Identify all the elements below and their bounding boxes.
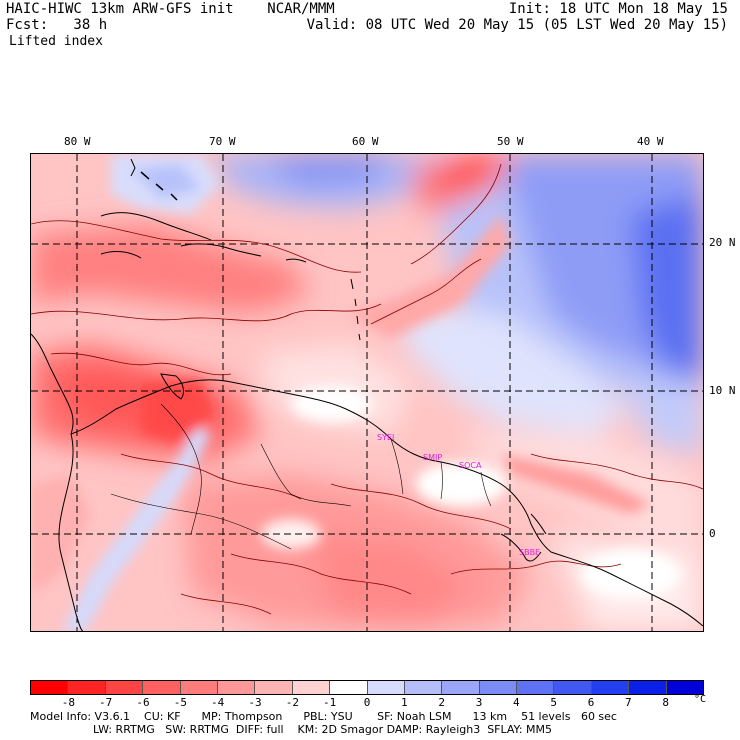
colorbar-swatch — [591, 681, 630, 694]
forecast-hour: Fcst: 38 h — [6, 17, 108, 33]
colorbar-tick: 6 — [587, 696, 595, 709]
lon-label-80w: 80 W — [64, 135, 91, 148]
lon-label-40w: 40 W — [637, 135, 664, 148]
station-soca: SOCA — [459, 461, 482, 470]
colorbar-tick: 4 — [513, 696, 520, 709]
colorbar-tick: 1 — [401, 696, 408, 709]
colorbar-swatch — [367, 681, 405, 694]
colorbar-swatch — [404, 681, 443, 694]
lat-label-20n: 20 N — [709, 236, 736, 249]
colorbar-swatch — [105, 681, 144, 694]
colorbar-tick: -3 — [248, 696, 262, 709]
lon-label-50w: 50 W — [497, 135, 524, 148]
lat-label-10n: 10 N — [709, 384, 736, 397]
field-name: Lifted index — [9, 34, 103, 49]
colorbar-tick: 7 — [625, 696, 632, 709]
contour-lines — [31, 163, 703, 615]
model-info-line2: LW: RRTMG SW: RRTMG DIFF: full KM: 2D Sm… — [93, 723, 553, 736]
colorbar-tick: 5 — [550, 696, 557, 709]
colorbar-tick: -1 — [323, 696, 337, 709]
colorbar-swatch — [180, 681, 218, 694]
colorbar-swatch — [666, 681, 704, 694]
lat-label-0: 0 — [709, 527, 716, 540]
colorbar-swatch — [31, 681, 69, 694]
colorbar-swatch — [517, 681, 555, 694]
colorbar-tick: 8 — [662, 696, 669, 709]
colorbar-tick: 0 — [363, 696, 371, 709]
lat-lon-grid — [31, 154, 703, 631]
lon-label-60w: 60 W — [352, 135, 379, 148]
colorbar-tick: -7 — [99, 696, 113, 709]
colorbar-swatch — [143, 681, 181, 694]
station-labels: SYEI SMJP SOCA SBBE — [377, 433, 540, 557]
colorbar-swatch — [479, 681, 518, 694]
model-info-line1: Model Info: V3.6.1 CU: KF MP: Thompson P… — [30, 710, 617, 723]
colorbar-swatch — [292, 681, 331, 694]
colorbar-tick: -4 — [211, 696, 225, 709]
model-title: HAIC-HIWC 13km ARW-GFS init NCAR/MMM — [6, 1, 335, 17]
colorbar-tick: -6 — [136, 696, 150, 709]
colorbar-unit: °C — [694, 694, 707, 705]
colorbar-swatch — [330, 681, 368, 694]
coastlines — [31, 158, 703, 631]
colorbar-swatch — [442, 681, 480, 694]
field-detail — [31, 154, 681, 631]
colorbar-swatch — [255, 681, 293, 694]
colorbar-swatch — [629, 681, 667, 694]
colorbar-tick: -8 — [61, 696, 75, 709]
colorbar-swatch — [217, 681, 256, 694]
station-sbbe: SBBE — [519, 548, 540, 557]
colorbar-swatch — [68, 681, 106, 694]
colorbar-swatch — [554, 681, 592, 694]
station-smjp: SMJP — [423, 453, 442, 462]
valid-time: Valid: 08 UTC Wed 20 May 15 (05 LST Wed … — [306, 17, 728, 33]
lifted-index-map: SYEI SMJP SOCA SBBE — [30, 153, 704, 632]
colorbar-tick: -5 — [173, 696, 187, 709]
colorbar-tick: 3 — [475, 696, 483, 709]
colorbar-tick: 2 — [438, 696, 445, 709]
station-svfi: SYEI — [377, 433, 394, 442]
lon-label-70w: 70 W — [209, 135, 236, 148]
colorbar-tick: -2 — [285, 696, 299, 709]
init-time: Init: 18 UTC Mon 18 May 15 — [508, 1, 728, 17]
lifted-index-colorbar — [30, 680, 704, 695]
